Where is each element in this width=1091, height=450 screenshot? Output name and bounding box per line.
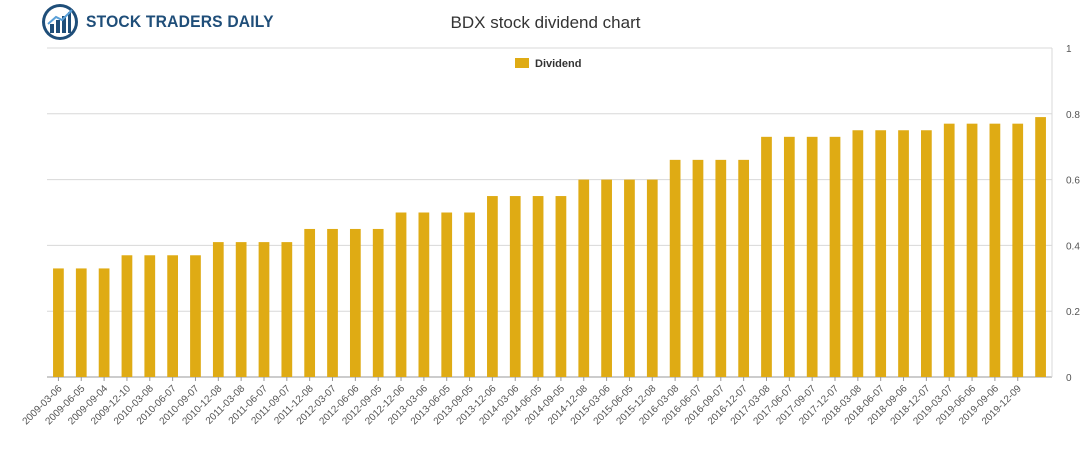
bar <box>646 179 658 377</box>
bar <box>281 242 293 377</box>
bar <box>441 212 453 377</box>
bar <box>144 255 156 377</box>
bar <box>418 212 430 377</box>
bar <box>761 136 772 377</box>
bar <box>487 196 498 377</box>
bar <box>75 268 87 377</box>
bar <box>190 255 201 377</box>
bar <box>555 196 567 377</box>
bar <box>464 212 475 377</box>
legend-label-dividend: Dividend <box>535 58 581 70</box>
bar <box>121 255 133 377</box>
bar <box>624 179 635 377</box>
bar <box>829 136 841 377</box>
bar <box>989 123 1001 377</box>
bar <box>1012 123 1024 377</box>
bar <box>966 123 978 377</box>
bar <box>167 255 178 377</box>
y-tick-label: 0.6 <box>1066 176 1080 187</box>
bar <box>852 130 864 377</box>
bar <box>943 123 955 377</box>
bar <box>783 136 795 377</box>
bar <box>395 212 407 377</box>
bar <box>715 159 727 377</box>
bar <box>372 228 384 377</box>
bar <box>578 179 590 377</box>
bar <box>212 242 224 377</box>
y-tick-label: 0.2 <box>1066 307 1080 318</box>
bar <box>669 159 681 377</box>
bar <box>509 196 521 377</box>
y-tick-label: 0 <box>1066 373 1072 384</box>
y-tick-label: 0.4 <box>1066 241 1080 252</box>
chart-title: BDX stock dividend chart <box>450 13 641 32</box>
bar <box>806 136 818 377</box>
bar <box>875 130 887 377</box>
bar <box>601 179 612 377</box>
bar <box>258 242 270 377</box>
brand-logo: STOCK TRADERS DAILY <box>40 2 290 42</box>
bar <box>98 268 110 377</box>
y-tick-label: 0.8 <box>1066 110 1080 121</box>
bar <box>921 130 932 377</box>
bar <box>304 228 316 377</box>
legend-swatch <box>515 58 529 68</box>
bar <box>898 130 909 377</box>
bar <box>349 228 361 377</box>
bars-group <box>53 117 1046 377</box>
bar <box>692 159 704 377</box>
chart-bars-globe-icon <box>42 4 78 40</box>
legend: Dividend <box>515 58 581 70</box>
bar <box>327 228 338 377</box>
x-tick-labels: 2009-03-062009-06-052009-09-042009-12-10… <box>21 377 1024 427</box>
brand-name: STOCK TRADERS DAILY <box>86 12 274 31</box>
bar <box>1035 117 1046 377</box>
bar <box>53 268 64 377</box>
y-tick-labels: 0 0.2 0.4 0.6 0.8 1 <box>1066 44 1080 384</box>
bar <box>738 159 750 377</box>
bar <box>235 242 247 377</box>
bar <box>532 196 544 377</box>
y-tick-label: 1 <box>1066 44 1072 55</box>
